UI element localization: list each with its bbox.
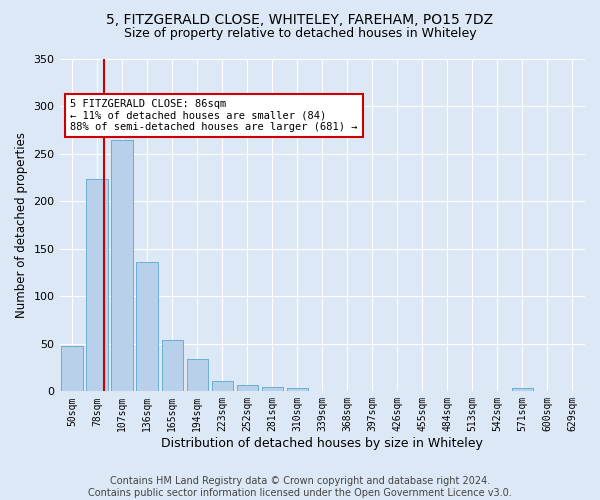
Bar (212, 381, 233, 392)
Bar (262, 386, 283, 392)
Bar (112, 140, 133, 392)
Bar (187, 359, 208, 392)
Bar (61, 346, 83, 392)
Y-axis label: Number of detached properties: Number of detached properties (15, 132, 28, 318)
Text: 5 FITZGERALD CLOSE: 86sqm
← 11% of detached houses are smaller (84)
88% of semi-: 5 FITZGERALD CLOSE: 86sqm ← 11% of detac… (70, 99, 358, 132)
Bar (86, 178, 108, 392)
Bar (287, 388, 308, 392)
Bar (161, 340, 183, 392)
Bar (136, 262, 158, 392)
Text: 5, FITZGERALD CLOSE, WHITELEY, FAREHAM, PO15 7DZ: 5, FITZGERALD CLOSE, WHITELEY, FAREHAM, … (106, 12, 494, 26)
Text: Contains HM Land Registry data © Crown copyright and database right 2024.
Contai: Contains HM Land Registry data © Crown c… (88, 476, 512, 498)
Bar (512, 388, 533, 392)
X-axis label: Distribution of detached houses by size in Whiteley: Distribution of detached houses by size … (161, 437, 483, 450)
Bar (236, 384, 258, 392)
Text: Size of property relative to detached houses in Whiteley: Size of property relative to detached ho… (124, 28, 476, 40)
